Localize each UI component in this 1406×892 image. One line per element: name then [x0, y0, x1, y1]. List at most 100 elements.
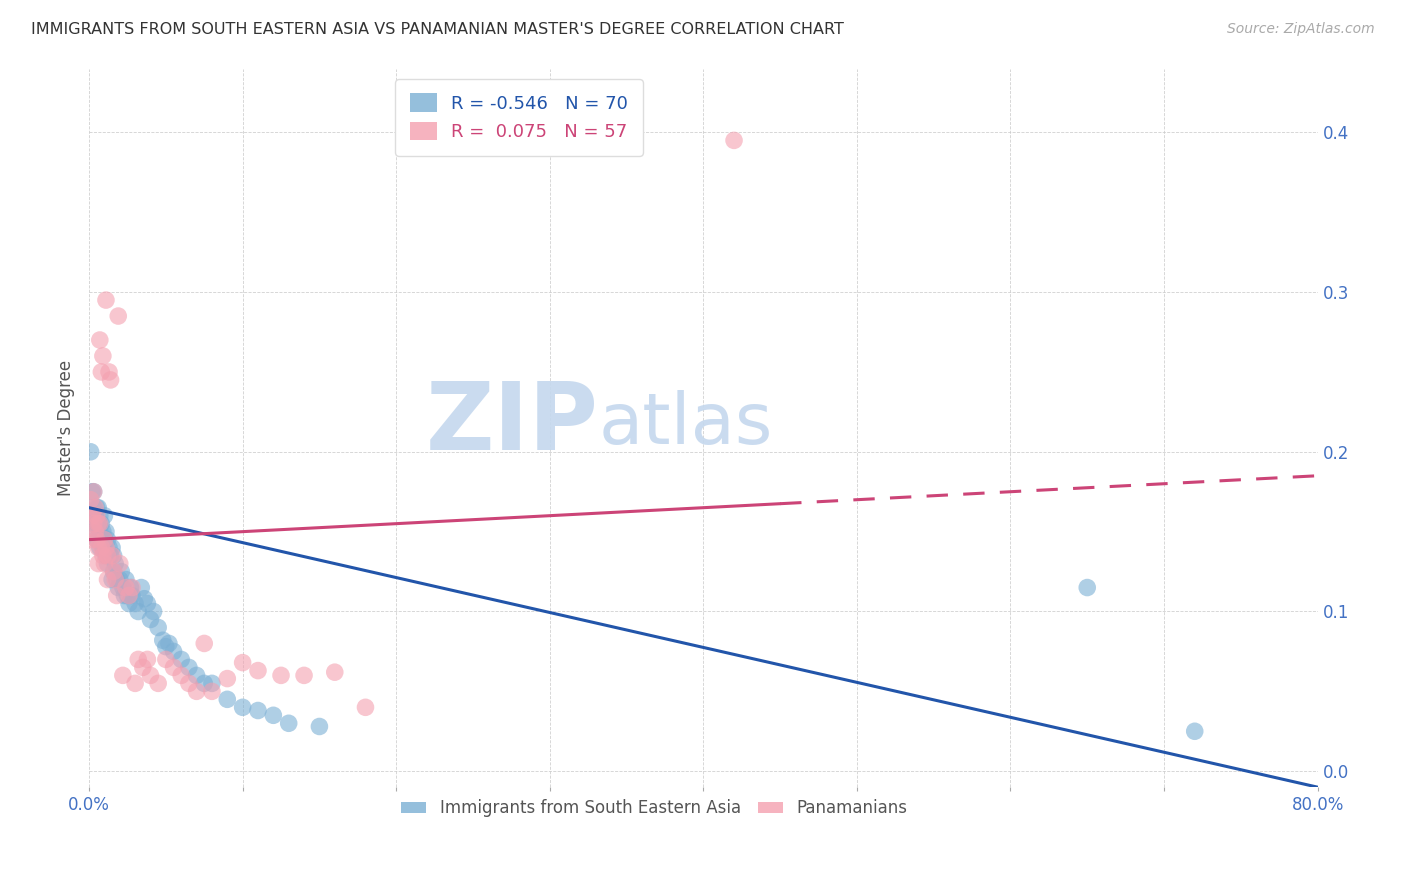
Point [94, 524, 117, 539]
Point [91, 549, 114, 563]
Point [121, 581, 143, 595]
Point [108, 557, 131, 571]
Point [354, 700, 377, 714]
Point [111, 581, 134, 595]
Point [277, 716, 299, 731]
Point [124, 597, 146, 611]
Point [136, 597, 159, 611]
Point [127, 605, 149, 619]
Point [246, 664, 269, 678]
Point [134, 591, 156, 606]
Point [139, 612, 162, 626]
Point [82, 508, 104, 523]
Point [201, 676, 224, 690]
Point [98, 365, 121, 379]
Point [232, 700, 254, 714]
Point [87, 557, 110, 571]
Point [1076, 581, 1098, 595]
Point [104, 573, 127, 587]
Point [98, 541, 121, 555]
Point [162, 644, 184, 658]
Point [292, 668, 315, 682]
Point [86, 500, 108, 515]
Point [170, 668, 193, 682]
Point [84, 524, 107, 539]
Point [90, 533, 112, 547]
Point [155, 652, 177, 666]
Point [136, 652, 159, 666]
Point [162, 660, 184, 674]
Point [103, 549, 125, 563]
Point [107, 581, 129, 595]
Point [100, 373, 122, 387]
Point [101, 549, 124, 563]
Point [82, 508, 104, 523]
Point [186, 668, 208, 682]
Point [96, 573, 118, 587]
Point [101, 573, 124, 587]
Point [118, 589, 141, 603]
Point [89, 508, 111, 523]
Point [93, 533, 115, 547]
Point [193, 676, 215, 690]
Point [152, 633, 174, 648]
Point [84, 500, 107, 515]
Point [1184, 724, 1206, 739]
Point [323, 665, 346, 680]
Point [115, 573, 138, 587]
Point [91, 541, 114, 555]
Text: Source: ZipAtlas.com: Source: ZipAtlas.com [1227, 22, 1375, 37]
Point [118, 597, 141, 611]
Point [117, 589, 139, 603]
Point [270, 668, 292, 682]
Point [83, 516, 105, 531]
Point [86, 533, 108, 547]
Point [105, 589, 128, 603]
Point [108, 573, 131, 587]
Point [124, 676, 146, 690]
Point [155, 640, 177, 654]
Point [112, 589, 135, 603]
Point [120, 581, 142, 595]
Point [104, 557, 127, 571]
Point [83, 484, 105, 499]
Point [103, 565, 125, 579]
Point [91, 349, 114, 363]
Point [93, 557, 115, 571]
Point [93, 533, 115, 547]
Point [84, 524, 107, 539]
Point [82, 484, 104, 499]
Legend: Immigrants from South Eastern Asia, Panamanians: Immigrants from South Eastern Asia, Pana… [394, 791, 915, 826]
Point [87, 516, 110, 531]
Point [111, 668, 134, 682]
Point [87, 500, 110, 515]
Point [89, 524, 111, 539]
Point [87, 533, 110, 547]
Point [121, 589, 143, 603]
Point [170, 652, 193, 666]
Point [217, 692, 239, 706]
Point [246, 704, 269, 718]
Point [86, 533, 108, 547]
Point [79, 492, 101, 507]
Point [96, 549, 118, 563]
Point [193, 636, 215, 650]
Point [262, 708, 284, 723]
Point [132, 660, 155, 674]
Point [91, 524, 114, 539]
Point [100, 549, 122, 563]
Point [87, 541, 110, 555]
Point [83, 516, 105, 531]
Point [79, 445, 101, 459]
Point [89, 516, 111, 531]
Point [115, 581, 138, 595]
Point [90, 516, 112, 531]
Point [186, 684, 208, 698]
Point [86, 508, 108, 523]
Point [723, 133, 745, 147]
Point [129, 581, 152, 595]
Point [94, 541, 117, 555]
Point [89, 333, 111, 347]
Point [86, 516, 108, 531]
Point [127, 652, 149, 666]
